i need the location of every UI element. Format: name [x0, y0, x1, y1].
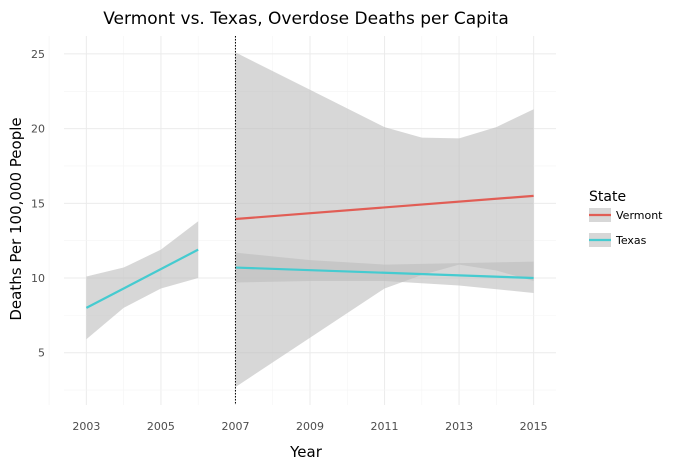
y-tick-label: 10 — [31, 272, 45, 285]
x-axis-title: Year — [289, 443, 323, 461]
x-tick-label: 2011 — [371, 420, 399, 433]
x-tick-label: 2003 — [72, 420, 100, 433]
trend-line-vermont-post — [235, 194, 534, 221]
y-tick-label: 5 — [38, 347, 45, 360]
y-tick-label: 20 — [31, 123, 45, 136]
x-tick-label: 2013 — [445, 420, 473, 433]
trend-line-texas-pre — [85, 248, 199, 309]
legend: State Vermont Texas — [589, 189, 663, 247]
axis-ticks: 2003 2005 2007 2009 2011 2013 2015 5 10 15 20 25 — [31, 48, 548, 433]
x-tick-label: 2005 — [147, 420, 175, 433]
x-tick-label: 2009 — [296, 420, 324, 433]
confidence-band-vermont-post — [235, 52, 534, 388]
confidence-band-texas-pre — [86, 221, 199, 340]
trend-lines — [85, 194, 534, 309]
trend-line-texas-post — [235, 266, 534, 280]
legend-title: State — [589, 189, 626, 205]
legend-label-vermont: Vermont — [616, 209, 663, 222]
y-tick-label: 25 — [31, 48, 45, 61]
x-tick-label: 2007 — [221, 420, 249, 433]
confidence-bands — [86, 52, 534, 388]
y-tick-label: 15 — [31, 197, 45, 210]
legend-label-texas: Texas — [615, 234, 647, 247]
chart-title: Vermont vs. Texas, Overdose Deaths per C… — [103, 9, 509, 29]
x-tick-label: 2015 — [520, 420, 548, 433]
y-axis-title: Deaths Per 100,000 People — [7, 117, 25, 320]
